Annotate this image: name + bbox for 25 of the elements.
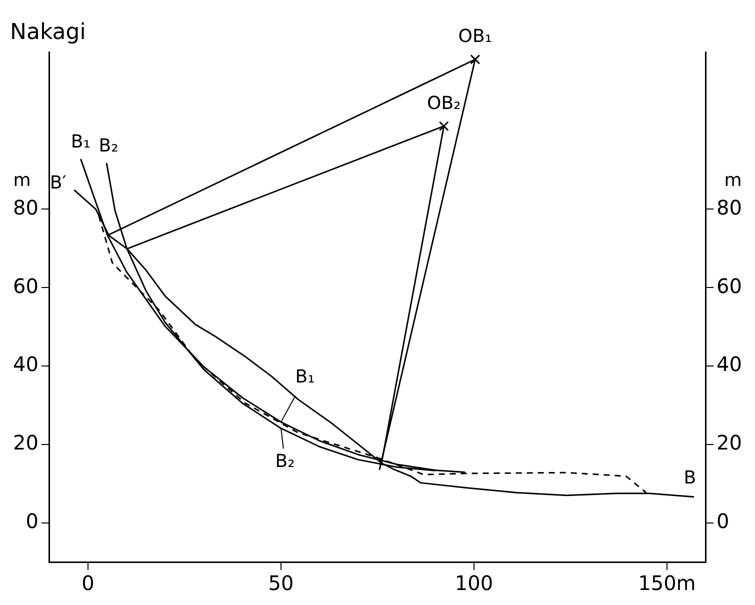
y2-tick-label: 20 [716,430,742,455]
x-tick-label: 50 [268,571,294,596]
y-tick-label: 0 [26,509,38,534]
x-tick-label: 150m [638,571,696,596]
annotation: B₁ [70,132,90,153]
annotation: OB₁ [458,26,492,48]
y-tick-label: 40 [12,352,38,376]
annotation: B′ [50,172,66,194]
y-tick-label: 20 [12,430,38,455]
annotation: B₂ [98,136,118,157]
y2-tick-label: 60 [716,274,742,298]
x-tick-label: 100 [454,571,494,596]
y-tick-label: 60 [12,274,38,298]
x-tick-label: 0 [82,571,94,596]
annotation: B [684,468,696,489]
annotation: B₂ [275,451,295,472]
y2-tick-label: 40 [716,352,742,376]
y2-axis-title: m [724,170,742,191]
annotation: B₁ [295,366,315,388]
y2-tick-label: 0 [716,509,730,534]
y2-tick-label: 80 [716,195,742,220]
annotation: OB₂ [427,92,461,114]
y-tick-label: 80 [12,195,38,220]
chart-title: Nakagi [10,20,86,45]
y-axis-title: m [13,170,31,191]
